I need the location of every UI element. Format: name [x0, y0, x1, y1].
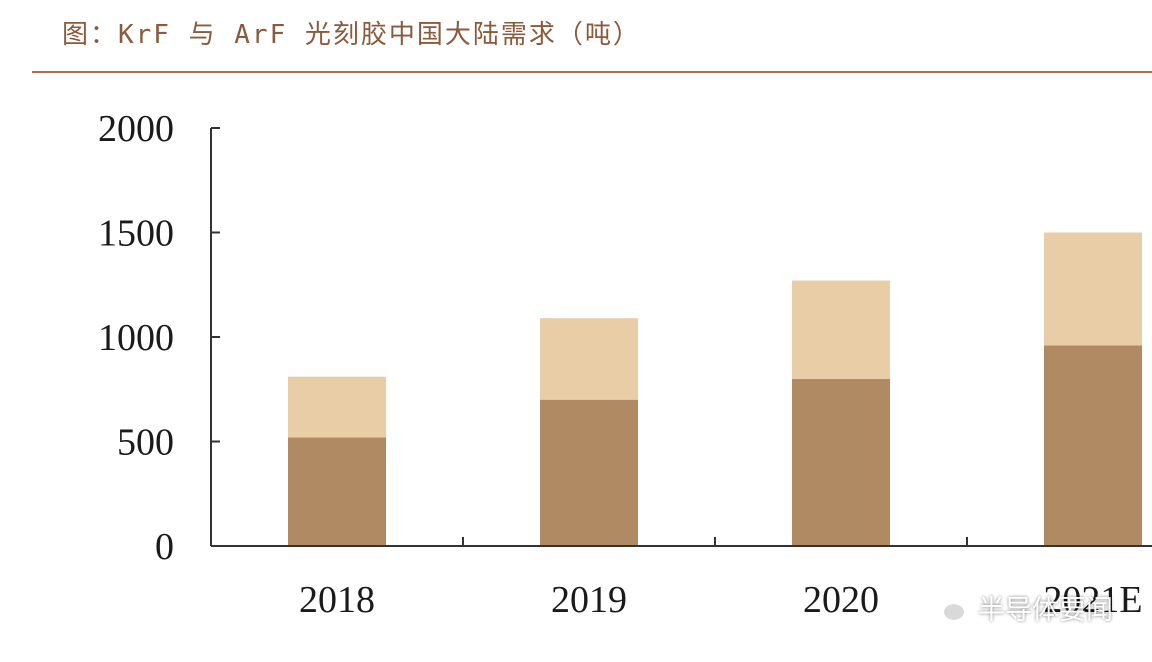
y-tick-label-0: 0 — [155, 526, 174, 568]
bar-2018-series-2 — [288, 376, 386, 438]
x-tick-label-2020: 2020 — [803, 579, 879, 621]
watermark-text: 半导体要闻 — [978, 595, 1113, 626]
bar-2020-series-2 — [792, 280, 890, 379]
bar-2019-series-2 — [540, 318, 638, 400]
title-divider — [32, 71, 1152, 73]
bar-2020-series-1 — [792, 378, 890, 546]
bar-2021E-series-2 — [1044, 232, 1142, 346]
wechat-icon — [928, 592, 967, 622]
watermark: 半导体要闻 — [928, 588, 1113, 627]
y-tick-label-500: 500 — [117, 422, 174, 464]
chart-title: 图：KrF 与 ArF 光刻胶中国大陆需求（吨） — [62, 20, 641, 50]
x-tick-label-2019: 2019 — [551, 579, 627, 621]
y-tick-label-1500: 1500 — [98, 213, 174, 255]
bar-2018-series-1 — [288, 437, 386, 546]
x-tick-label-2018: 2018 — [299, 579, 375, 621]
y-tick-label-2000: 2000 — [98, 108, 174, 150]
x-tick-label-2021E: 2021E — [1043, 579, 1142, 621]
y-tick-label-1000: 1000 — [98, 317, 174, 359]
bar-2021E-series-1 — [1044, 345, 1142, 546]
bar-2019-series-1 — [540, 399, 638, 546]
